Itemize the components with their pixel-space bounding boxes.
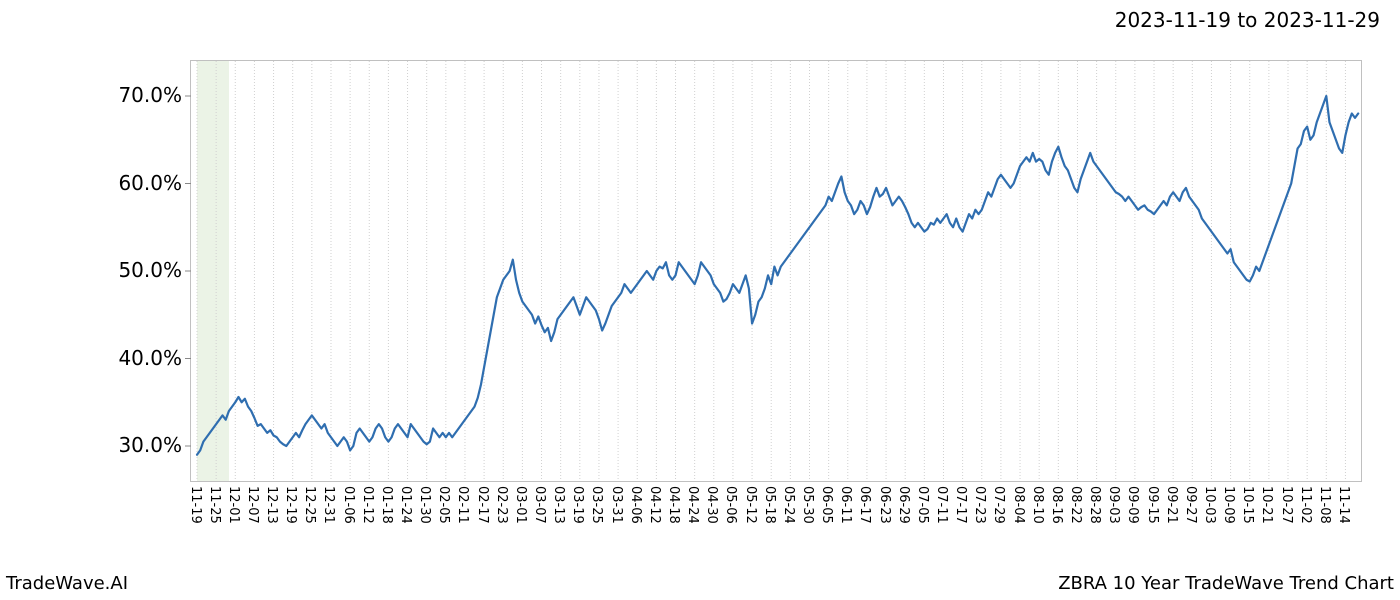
x-tick-label: 02-11: [455, 486, 470, 524]
x-tick-label: 08-16: [1049, 486, 1064, 524]
x-tick-label: 01-30: [417, 486, 432, 524]
x-tick-label: 08-28: [1087, 486, 1102, 524]
x-tick-label: 05-12: [743, 486, 758, 524]
y-tick-label: 60.0%: [102, 171, 182, 195]
x-tick-label: 01-06: [341, 486, 356, 524]
x-tick-label: 12-13: [264, 486, 279, 524]
x-tick-label: 02-17: [475, 486, 490, 524]
x-tick-label: 10-09: [1221, 486, 1236, 524]
x-tick-label: 12-07: [245, 486, 260, 524]
x-tick-label: 09-03: [1106, 486, 1121, 524]
plot-area: [190, 60, 1362, 482]
footer-title: ZBRA 10 Year TradeWave Trend Chart: [1058, 573, 1394, 594]
x-tick-label: 12-31: [321, 486, 336, 524]
x-tick-label: 09-27: [1183, 486, 1198, 524]
x-tick-label: 05-06: [723, 486, 738, 524]
x-tick-label: 08-10: [1030, 486, 1045, 524]
footer-brand: TradeWave.AI: [6, 573, 128, 594]
x-tick-label: 02-23: [494, 486, 509, 524]
x-tick-label: 03-19: [570, 486, 585, 524]
x-tick-label: 11-02: [1298, 486, 1313, 524]
x-tick-label: 04-06: [628, 486, 643, 524]
y-tick-label: 70.0%: [102, 83, 182, 107]
x-tick-label: 04-24: [685, 486, 700, 524]
x-tick-label: 10-27: [1279, 486, 1294, 524]
x-tick-label: 12-25: [302, 486, 317, 524]
x-tick-label: 05-30: [800, 486, 815, 524]
x-tick-label: 09-15: [1145, 486, 1160, 524]
x-tick-label: 09-09: [1125, 486, 1140, 524]
chart-container: { "header": { "date_range": "2023-11-19 …: [0, 0, 1400, 600]
x-tick-label: 07-11: [934, 486, 949, 524]
x-tick-label: 03-07: [532, 486, 547, 524]
y-tick-label: 50.0%: [102, 258, 182, 282]
x-tick-label: 12-01: [226, 486, 241, 524]
x-tick-label: 01-12: [360, 486, 375, 524]
x-tick-label: 10-03: [1202, 486, 1217, 524]
y-tick-label: 40.0%: [102, 346, 182, 370]
y-tick-label: 30.0%: [102, 433, 182, 457]
x-tick-label: 03-31: [609, 486, 624, 524]
x-tick-label: 04-18: [666, 486, 681, 524]
x-tick-label: 03-25: [589, 486, 604, 524]
x-tick-label: 08-22: [1068, 486, 1083, 524]
x-tick-label: 05-24: [781, 486, 796, 524]
x-tick-label: 06-23: [877, 486, 892, 524]
x-tick-label: 10-21: [1259, 486, 1274, 524]
x-tick-label: 01-24: [398, 486, 413, 524]
x-tick-label: 08-04: [1011, 486, 1026, 524]
x-tick-label: 11-08: [1317, 486, 1332, 524]
x-tick-label: 06-17: [857, 486, 872, 524]
x-tick-label: 07-29: [991, 486, 1006, 524]
x-tick-label: 11-25: [207, 486, 222, 524]
chart-svg: [191, 61, 1361, 481]
x-tick-label: 03-13: [551, 486, 566, 524]
x-tick-label: 02-05: [436, 486, 451, 524]
x-tick-label: 09-21: [1164, 486, 1179, 524]
x-tick-label: 12-19: [283, 486, 298, 524]
x-tick-label: 04-30: [704, 486, 719, 524]
x-tick-label: 07-05: [915, 486, 930, 524]
x-tick-label: 01-18: [379, 486, 394, 524]
x-tick-label: 07-23: [972, 486, 987, 524]
x-tick-label: 06-05: [819, 486, 834, 524]
x-tick-label: 06-11: [838, 486, 853, 524]
x-tick-label: 07-17: [953, 486, 968, 524]
x-tick-label: 03-01: [513, 486, 528, 524]
x-tick-label: 05-18: [762, 486, 777, 524]
x-tick-label: 10-15: [1240, 486, 1255, 524]
x-tick-label: 11-14: [1336, 486, 1351, 524]
x-tick-label: 04-12: [647, 486, 662, 524]
date-range-label: 2023-11-19 to 2023-11-29: [1115, 8, 1380, 32]
x-tick-label: 11-19: [188, 486, 203, 524]
x-tick-label: 06-29: [896, 486, 911, 524]
